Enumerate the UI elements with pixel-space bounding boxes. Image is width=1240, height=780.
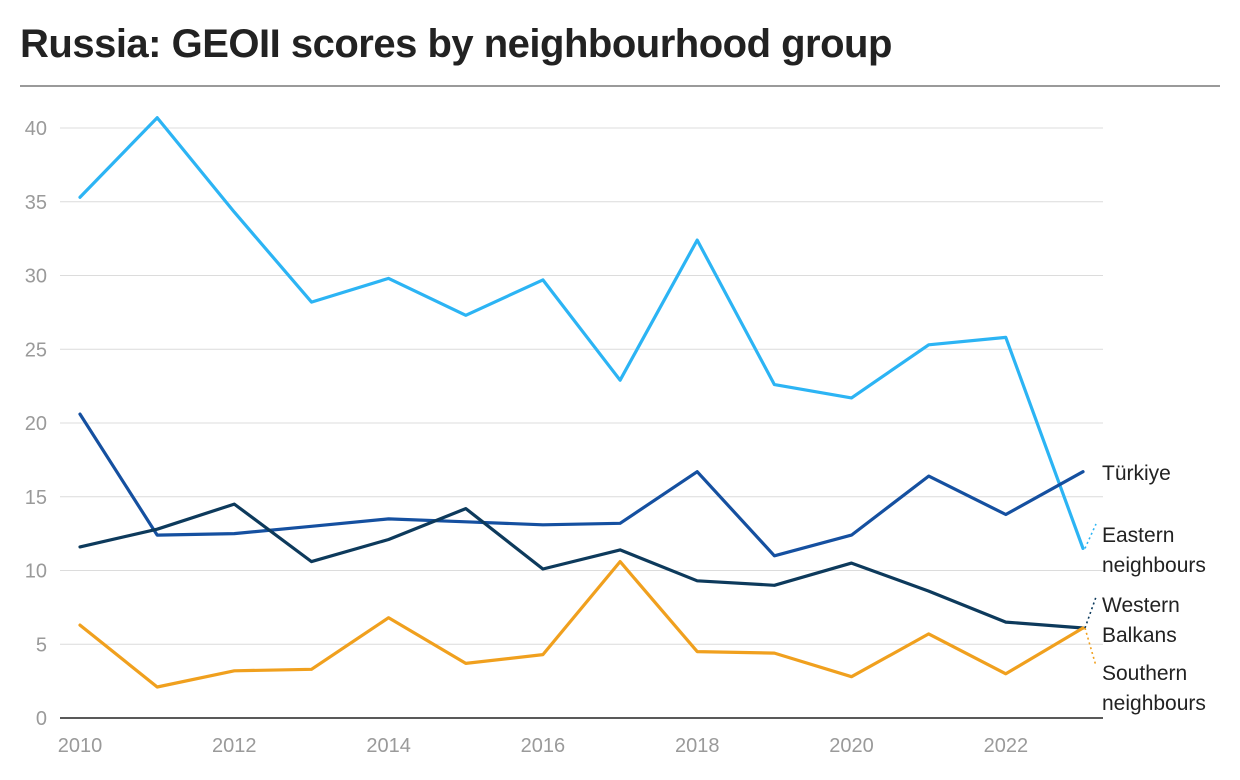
y-tick-label: 15 [25, 487, 47, 509]
x-tick-label: 2016 [521, 735, 566, 757]
series-line [78, 116, 1085, 551]
series-label: Türkiye [1102, 462, 1171, 485]
y-tick-label: 40 [25, 118, 47, 140]
x-tick-label: 2010 [58, 735, 103, 757]
y-tick-label: 20 [25, 413, 47, 435]
x-tick-label: 2014 [366, 735, 411, 757]
x-tick-label: 2022 [984, 735, 1029, 757]
series-label: Southern [1102, 662, 1187, 685]
series-line [78, 502, 1085, 630]
series-label: neighbours [1102, 692, 1206, 715]
label-leader-line [1084, 627, 1097, 667]
label-leader-line [1084, 596, 1097, 629]
x-tick-label: 2018 [675, 735, 720, 757]
y-tick-label: 35 [25, 192, 47, 214]
series-label: Balkans [1102, 624, 1177, 647]
y-tick-label: 5 [36, 634, 47, 656]
series-line [78, 412, 1085, 558]
x-tick-label: 2012 [212, 735, 257, 757]
series-line [78, 559, 1085, 689]
x-tick-label: 2020 [829, 735, 874, 757]
label-leader-line [1084, 523, 1097, 549]
y-tick-label: 0 [36, 708, 47, 730]
title-divider [20, 85, 1220, 87]
series-label: Western [1102, 594, 1180, 617]
chart-title: Russia: GEOII scores by neighbourhood gr… [20, 22, 892, 66]
y-tick-label: 25 [25, 339, 47, 361]
series-label: Eastern [1102, 524, 1174, 547]
y-tick-label: 10 [25, 561, 47, 583]
y-tick-label: 30 [25, 266, 47, 288]
series-label: neighbours [1102, 554, 1206, 577]
